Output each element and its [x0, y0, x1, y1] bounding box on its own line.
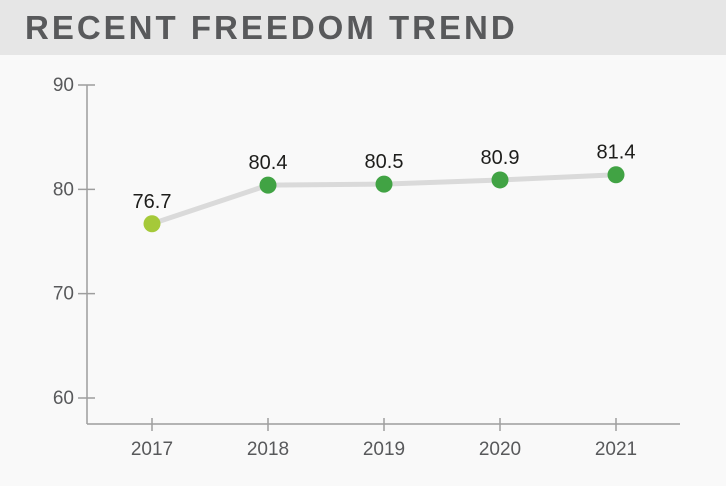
x-tick-label: 2019 — [363, 439, 405, 460]
y-tick-label: 80 — [53, 179, 74, 200]
data-point-2020 — [491, 171, 509, 189]
x-tick-label: 2021 — [595, 439, 637, 460]
data-point-label: 80.4 — [249, 152, 288, 174]
data-point-label: 80.5 — [365, 151, 404, 173]
data-point-2018 — [259, 176, 277, 194]
data-point-label: 76.7 — [133, 191, 172, 213]
data-point-2019 — [375, 175, 393, 193]
data-point-2017 — [143, 215, 161, 233]
y-tick-label: 70 — [53, 284, 74, 305]
chart-area: 90 80 70 60 2017 2018 2019 2020 2021 76.7 80.4 80.5… — [0, 55, 726, 486]
y-tick-label: 90 — [53, 75, 74, 96]
data-point-label: 80.9 — [481, 147, 520, 169]
data-point-label: 81.4 — [597, 142, 636, 164]
y-tick-label: 60 — [53, 388, 74, 409]
x-tick-label: 2017 — [131, 439, 173, 460]
title-banner: RECENT FREEDOM TREND — [0, 0, 726, 55]
x-tick-label: 2020 — [479, 439, 521, 460]
freedom-trend-chart: 90 80 70 60 2017 2018 2019 2020 2021 76.7 80.4 80.5… — [53, 75, 680, 460]
page-title: RECENT FREEDOM TREND — [25, 8, 518, 46]
data-point-2021 — [607, 166, 625, 184]
x-tick-label: 2018 — [247, 439, 289, 460]
